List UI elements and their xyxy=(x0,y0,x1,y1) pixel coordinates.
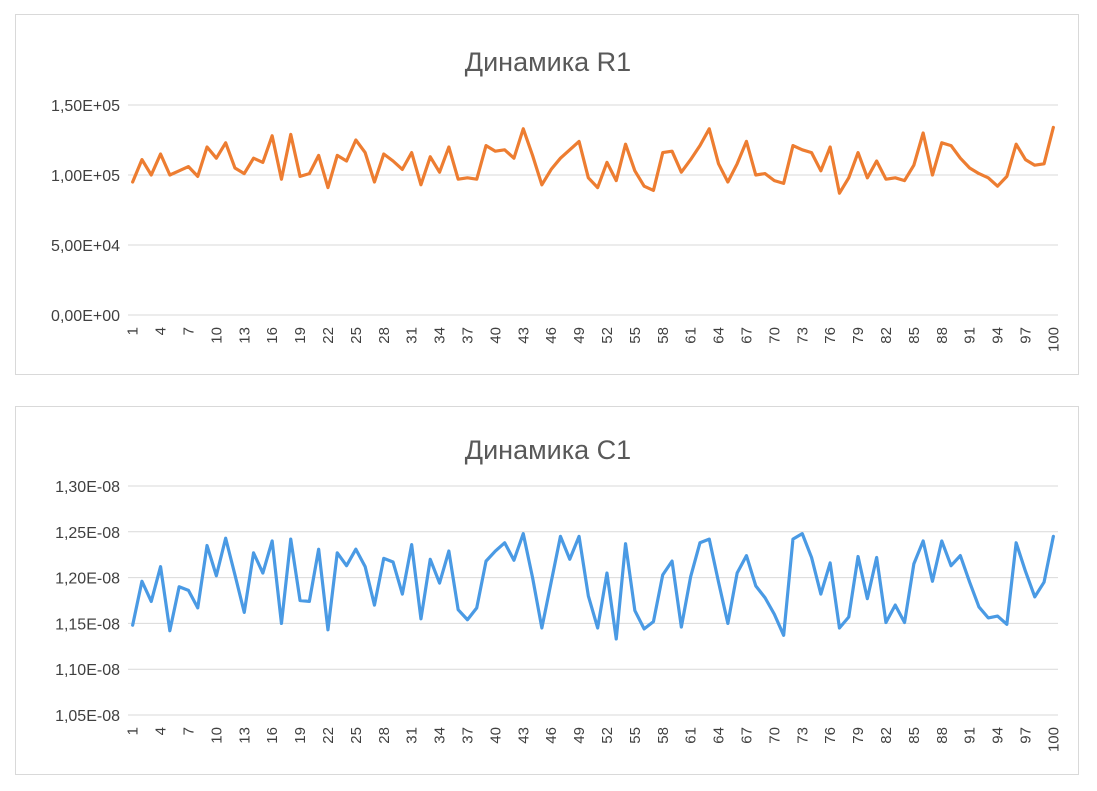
x-tick-label: 43 xyxy=(515,727,532,744)
y-tick-label: 1,25E-08 xyxy=(55,525,120,542)
x-tick-label: 34 xyxy=(432,327,449,344)
x-tick-label: 16 xyxy=(264,727,281,744)
x-tick-label: 28 xyxy=(376,327,393,344)
chart-r1: Динамика R1 0,00E+00 5,00E+04 1,00E+05 1,50… xyxy=(15,14,1079,375)
x-tick-label: 28 xyxy=(376,727,393,744)
x-tick-label: 37 xyxy=(459,727,476,744)
x-tick-label: 76 xyxy=(822,727,839,744)
x-tick-label: 31 xyxy=(404,327,421,344)
x-tick-label: 94 xyxy=(990,327,1007,344)
y-tick-label: 0,00E+00 xyxy=(51,308,120,325)
x-tick-label: 61 xyxy=(683,727,700,744)
x-tick-label: 1 xyxy=(125,327,142,335)
x-tick-label: 34 xyxy=(432,727,449,744)
x-tick-label: 40 xyxy=(487,327,504,344)
x-tick-label: 19 xyxy=(292,327,309,344)
x-axis-ticks: 1 4 7 10 13 16 19 22 25 28 31 34 37 40 43 46 49 52 55 58 61 6… xyxy=(125,327,1063,352)
x-tick-label: 7 xyxy=(180,727,197,735)
x-tick-label: 49 xyxy=(571,327,588,344)
x-tick-label: 73 xyxy=(794,327,811,344)
y-tick-label: 1,00E+05 xyxy=(51,168,120,185)
x-tick-label: 58 xyxy=(655,727,672,744)
series-line xyxy=(131,532,1055,641)
x-tick-label: 91 xyxy=(962,727,979,744)
x-tick-label: 73 xyxy=(794,727,811,744)
y-tick-label: 1,20E-08 xyxy=(55,571,120,588)
x-tick-label: 64 xyxy=(711,727,728,744)
y-tick-label: 1,15E-08 xyxy=(55,616,120,633)
x-tick-label: 97 xyxy=(1017,727,1034,744)
x-tick-label: 46 xyxy=(543,327,560,344)
chart-c1-svg: Динамика C1 1,05E-08 1,10E-08 1,15E-08 1,20… xyxy=(55,435,1063,752)
x-tick-label: 97 xyxy=(1017,327,1034,344)
x-tick-label: 7 xyxy=(180,327,197,335)
x-tick-label: 13 xyxy=(236,727,253,744)
y-tick-label: 1,50E+05 xyxy=(51,98,120,115)
grid-lines xyxy=(128,104,1058,316)
x-tick-label: 25 xyxy=(348,327,365,344)
x-tick-label: 100 xyxy=(1045,327,1062,352)
x-tick-label: 22 xyxy=(320,327,337,344)
y-tick-label: 1,10E-08 xyxy=(55,662,120,679)
x-tick-label: 85 xyxy=(906,727,923,744)
x-tick-label: 16 xyxy=(264,327,281,344)
chart-c1: Динамика C1 1,05E-08 1,10E-08 1,15E-08 1,20… xyxy=(15,406,1079,775)
x-tick-label: 37 xyxy=(459,327,476,344)
x-tick-label: 82 xyxy=(878,327,895,344)
x-tick-label: 19 xyxy=(292,727,309,744)
x-tick-label: 13 xyxy=(236,327,253,344)
x-tick-label: 67 xyxy=(738,727,755,744)
x-tick-label: 58 xyxy=(655,327,672,344)
series-line-path xyxy=(131,125,1055,195)
series-line xyxy=(131,125,1055,195)
x-tick-label: 10 xyxy=(208,327,225,344)
y-tick-label: 1,30E-08 xyxy=(55,479,120,496)
x-tick-label: 70 xyxy=(766,727,783,744)
x-tick-label: 88 xyxy=(934,727,951,744)
x-tick-label: 55 xyxy=(627,327,644,344)
x-tick-label: 31 xyxy=(404,727,421,744)
x-tick-label: 10 xyxy=(208,727,225,744)
x-tick-label: 43 xyxy=(515,327,532,344)
y-tick-label: 1,05E-08 xyxy=(55,708,120,725)
y-axis-ticks: 1,05E-08 1,10E-08 1,15E-08 1,20E-08 1,25E-08… xyxy=(55,479,120,725)
x-axis-ticks: 1 4 7 10 13 16 19 22 25 28 31 34 37 40 43 46 49 52 55 58 61 6… xyxy=(125,727,1063,752)
x-tick-label: 55 xyxy=(627,727,644,744)
x-tick-label: 82 xyxy=(878,727,895,744)
x-tick-label: 40 xyxy=(487,727,504,744)
x-tick-label: 1 xyxy=(125,727,142,735)
chart-title: Динамика R1 xyxy=(465,47,631,77)
x-tick-label: 22 xyxy=(320,727,337,744)
x-tick-label: 76 xyxy=(822,327,839,344)
y-tick-label: 5,00E+04 xyxy=(51,238,120,255)
x-tick-label: 64 xyxy=(711,327,728,344)
x-tick-label: 67 xyxy=(738,327,755,344)
chart-title: Динамика C1 xyxy=(465,435,631,465)
x-tick-label: 52 xyxy=(599,327,616,344)
x-tick-label: 70 xyxy=(766,327,783,344)
chart-r1-svg: Динамика R1 0,00E+00 5,00E+04 1,00E+05 1,50… xyxy=(51,47,1063,352)
grid-lines xyxy=(128,485,1058,716)
x-tick-label: 88 xyxy=(934,327,951,344)
x-tick-label: 79 xyxy=(850,727,867,744)
x-tick-label: 100 xyxy=(1045,727,1062,752)
x-tick-label: 46 xyxy=(543,727,560,744)
x-tick-label: 85 xyxy=(906,327,923,344)
x-tick-label: 4 xyxy=(153,727,170,735)
x-tick-label: 52 xyxy=(599,727,616,744)
x-tick-label: 4 xyxy=(153,327,170,335)
x-tick-label: 25 xyxy=(348,727,365,744)
x-tick-label: 49 xyxy=(571,727,588,744)
series-line-path xyxy=(131,532,1055,641)
x-tick-label: 61 xyxy=(683,327,700,344)
x-tick-label: 94 xyxy=(990,727,1007,744)
x-tick-label: 79 xyxy=(850,327,867,344)
x-tick-label: 91 xyxy=(962,327,979,344)
y-axis-ticks: 0,00E+00 5,00E+04 1,00E+05 1,50E+05 xyxy=(51,98,120,325)
